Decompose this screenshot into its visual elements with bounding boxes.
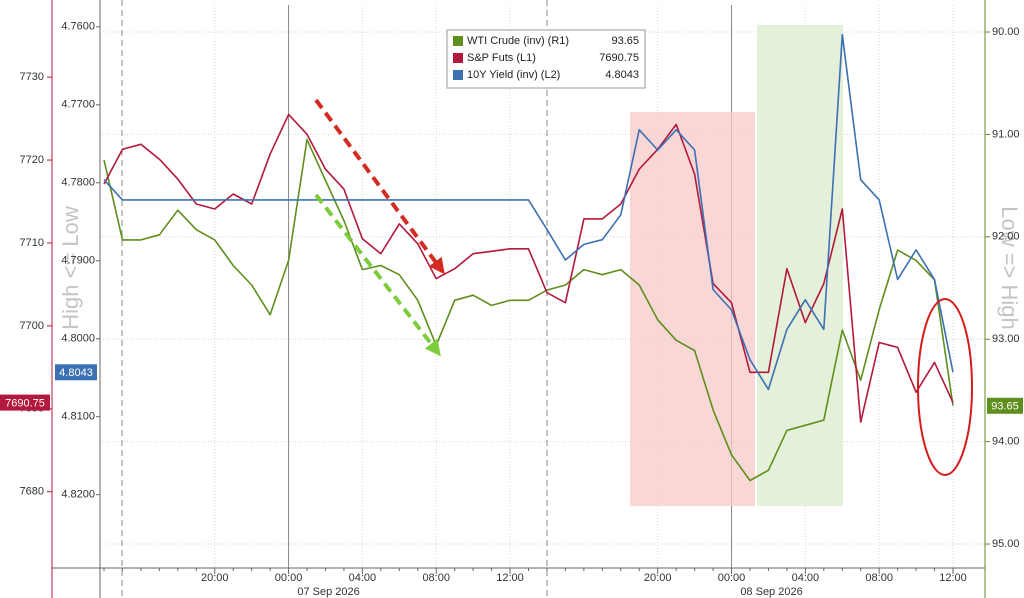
annotation-arrow bbox=[314, 98, 445, 275]
highlight-green bbox=[757, 25, 843, 506]
right-axis-title: Low => High bbox=[997, 206, 1022, 330]
y-tick-label: 7720 bbox=[20, 154, 44, 166]
legend-value: 4.8043 bbox=[605, 69, 639, 81]
annotation-arrow bbox=[314, 193, 441, 357]
y3-tick-label: 4.8200 bbox=[61, 489, 95, 501]
annotation-ellipse bbox=[917, 298, 973, 476]
last-value-label: 93.65 bbox=[991, 401, 1019, 413]
x-tick-label: 08:00 bbox=[422, 572, 450, 584]
series-line bbox=[103, 33, 954, 391]
legend-box bbox=[446, 29, 646, 89]
legend-swatch bbox=[453, 53, 463, 63]
y2-tick-label: 91.00 bbox=[992, 128, 1020, 140]
legend-value: 93.65 bbox=[611, 35, 639, 47]
y2-tick-label: 90.00 bbox=[992, 26, 1020, 38]
x-tick-label: 12:00 bbox=[496, 572, 524, 584]
x-tick-label: 00:00 bbox=[275, 572, 303, 584]
y3-tick-label: 4.8100 bbox=[61, 411, 95, 423]
y2-tick-label: 93.00 bbox=[992, 333, 1020, 345]
legend-swatch bbox=[453, 36, 463, 46]
last-value-tag bbox=[0, 394, 50, 411]
highlight-red bbox=[630, 112, 755, 506]
legend-value: 7690.75 bbox=[599, 52, 639, 64]
series-layer bbox=[103, 33, 954, 482]
y-tick-label: 7730 bbox=[20, 71, 44, 83]
y-tick-label: 7710 bbox=[20, 237, 44, 249]
y2-tick-label: 95.00 bbox=[992, 538, 1020, 550]
y3-tick-label: 4.7800 bbox=[61, 177, 95, 189]
left-axis-title: High <= Low bbox=[58, 206, 83, 330]
legend-label: WTI Crude (inv) (R1) bbox=[467, 35, 569, 47]
y-tick-label: 7700 bbox=[20, 320, 44, 332]
x-tick-label: 08:00 bbox=[865, 572, 893, 584]
x-date-label: 08 Sep 2026 bbox=[740, 586, 802, 598]
y2-tick-label: 92.00 bbox=[992, 231, 1020, 243]
y2-tick-label: 94.00 bbox=[992, 436, 1020, 448]
x-tick-label: 12:00 bbox=[939, 572, 967, 584]
last-value-label: 4.8043 bbox=[59, 367, 93, 379]
x-tick-label: 04:00 bbox=[349, 572, 377, 584]
y-tick-label: 7680 bbox=[20, 486, 44, 498]
x-tick-label: 20:00 bbox=[201, 572, 229, 584]
x-date-label: 07 Sep 2026 bbox=[297, 586, 359, 598]
y3-tick-label: 4.7600 bbox=[61, 21, 95, 33]
x-tick-label: 00:00 bbox=[718, 572, 746, 584]
y3-tick-label: 4.8000 bbox=[61, 333, 95, 345]
series-line bbox=[103, 138, 954, 482]
x-tick-label: 20:00 bbox=[644, 572, 672, 584]
y3-tick-label: 4.7900 bbox=[61, 255, 95, 267]
last-value-tag bbox=[55, 364, 97, 381]
last-value-label: 7690.75 bbox=[5, 397, 45, 409]
legend-label: 10Y Yield (inv) (L2) bbox=[467, 69, 560, 81]
legend-swatch bbox=[453, 70, 463, 80]
legend-label: S&P Futs (L1) bbox=[467, 52, 536, 64]
x-tick-label: 04:00 bbox=[792, 572, 820, 584]
last-value-tag bbox=[987, 397, 1023, 414]
y3-tick-label: 4.7700 bbox=[61, 99, 95, 111]
